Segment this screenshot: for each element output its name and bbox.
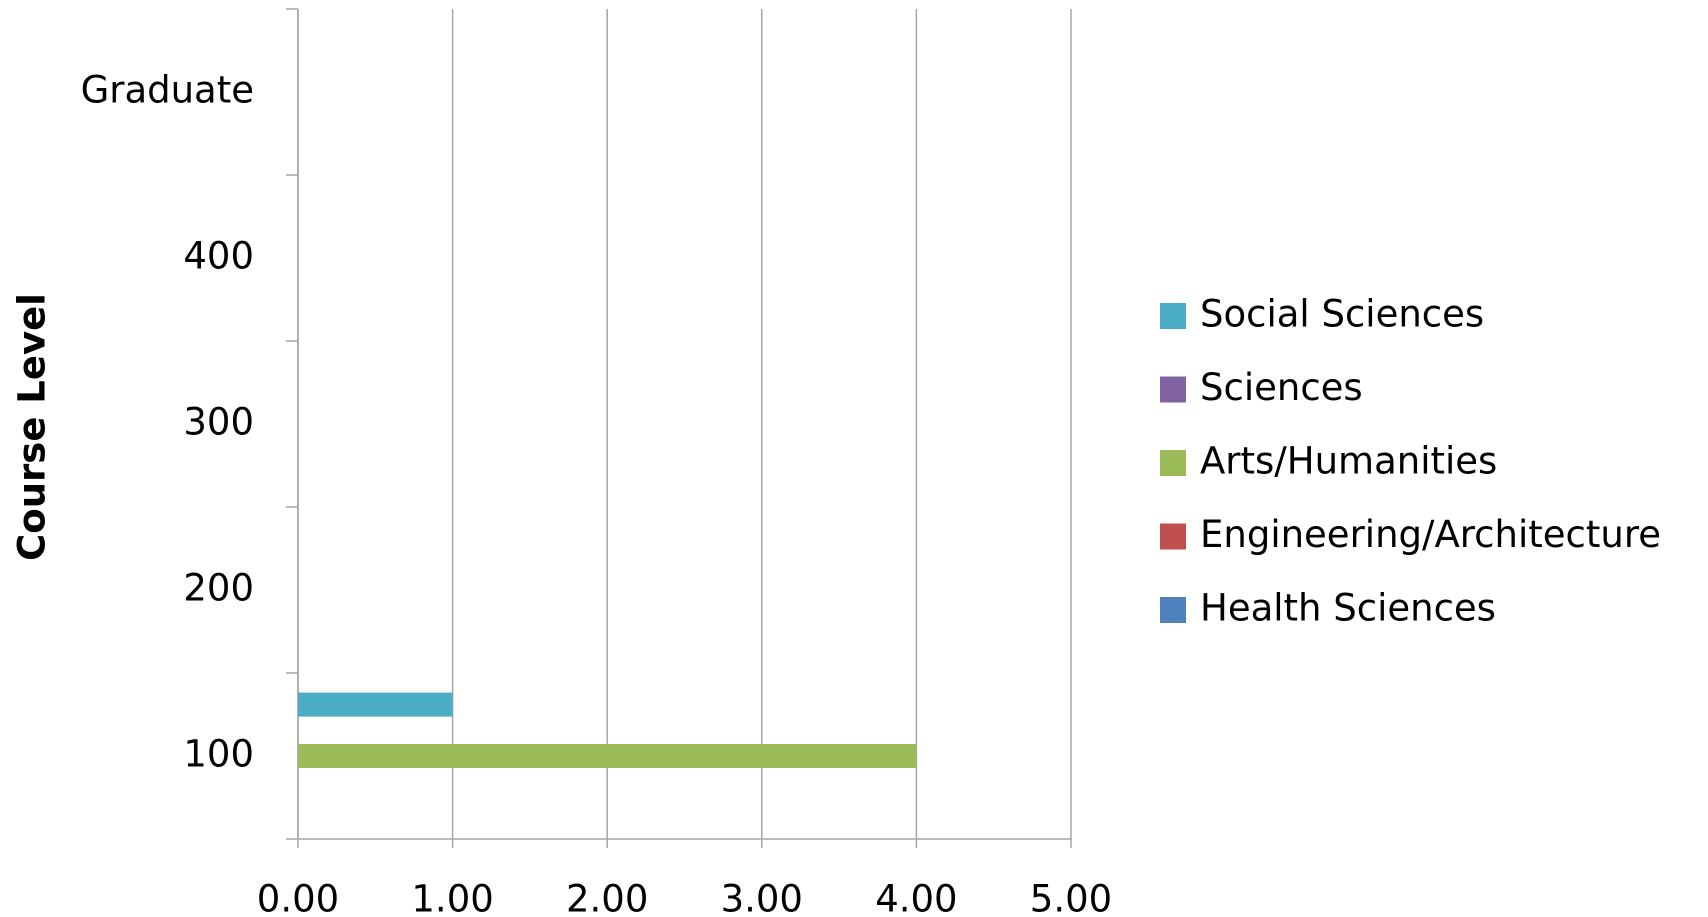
legend-swatch bbox=[1160, 450, 1186, 476]
y-tick-label: 300 bbox=[183, 401, 254, 444]
y-tick-label: Graduate bbox=[81, 69, 254, 112]
legend-label: Health Sciences bbox=[1200, 587, 1496, 630]
x-tick-label: 1.00 bbox=[411, 878, 493, 917]
y-tick-label: 100 bbox=[183, 733, 254, 776]
legend-swatch bbox=[1160, 523, 1186, 550]
legend-swatch bbox=[1160, 303, 1186, 329]
x-tick-label: 3.00 bbox=[721, 878, 803, 917]
legend-swatch bbox=[1160, 597, 1186, 623]
legend-swatch bbox=[1160, 376, 1186, 403]
legend-label: Sciences bbox=[1200, 366, 1363, 409]
x-tick-label: 4.00 bbox=[875, 878, 957, 917]
legend-label: Social Sciences bbox=[1200, 293, 1484, 336]
x-tick-label: 5.00 bbox=[1030, 878, 1112, 917]
bar bbox=[298, 744, 917, 768]
bar bbox=[298, 692, 453, 717]
legend-label: Arts/Humanities bbox=[1200, 440, 1497, 483]
y-axis-title: Course Level bbox=[11, 293, 54, 561]
x-tick-label: 2.00 bbox=[566, 878, 648, 917]
y-tick-label: 400 bbox=[183, 235, 254, 278]
x-tick-label: 0.00 bbox=[257, 878, 339, 917]
y-tick-label: 200 bbox=[183, 567, 254, 610]
legend-label: Engineering/Architecture bbox=[1200, 513, 1661, 556]
